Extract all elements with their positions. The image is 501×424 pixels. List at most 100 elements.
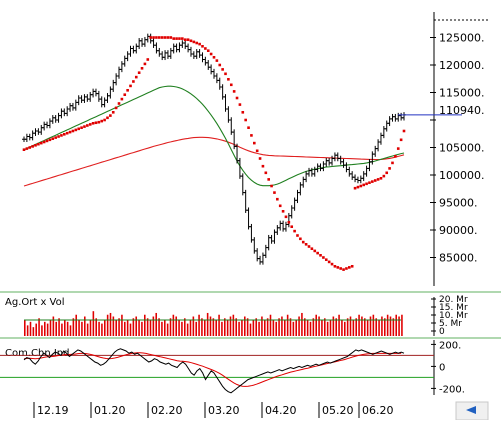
volume-bar (101, 323, 103, 336)
sar-dot (37, 142, 40, 146)
volume-bar (132, 318, 135, 336)
ohlc-bar (330, 155, 335, 166)
volume-bar (326, 321, 329, 336)
ohlc-bar (73, 99, 78, 111)
volume-bar (118, 318, 120, 336)
ohlc-bar (65, 106, 70, 117)
volume-bar (66, 321, 69, 336)
sar-dot (402, 129, 406, 133)
ohlc-bar (186, 43, 191, 53)
sar-dot (339, 267, 342, 270)
ohlc-bar (154, 42, 159, 54)
volume-bar (329, 320, 332, 336)
ohlc-bar (59, 108, 64, 119)
ohlc-bar (278, 220, 283, 231)
ohlc-bar (85, 94, 90, 102)
sar-dot (376, 178, 380, 181)
volume-bar (252, 320, 255, 336)
volume-label: Ag.Ort x Vol (5, 297, 65, 308)
ohlc-bar (33, 128, 38, 136)
volume-bar (235, 318, 237, 336)
price-tick-label: 95000. (439, 197, 478, 210)
volume-bar (364, 318, 366, 336)
volume-bar (138, 320, 140, 336)
ohlc-bar (96, 90, 101, 102)
oscillator-label: Com.Chn.Ind (5, 348, 70, 359)
sar-dot (114, 106, 118, 110)
sar-dot (71, 129, 75, 133)
volume-bar (155, 312, 157, 336)
sar-dot (330, 262, 334, 266)
sar-dot (345, 267, 348, 270)
ohlc-bar (338, 155, 343, 165)
sar-dot (39, 141, 43, 145)
sar-dot (301, 240, 305, 244)
sar-dot (126, 89, 129, 92)
volume-bar (229, 316, 232, 336)
x-tick-label: 02.20 (151, 404, 183, 417)
sar-dot (48, 138, 52, 142)
price-series-ma-long (23, 136, 405, 187)
ohlc-bar (327, 157, 332, 166)
volume-bar (144, 314, 146, 336)
ohlc-bar (292, 197, 297, 211)
oscillator-tick-label: -200. (439, 384, 465, 395)
sar-dot (371, 180, 374, 183)
ohlc-bar (45, 121, 50, 129)
sar-dot (235, 96, 239, 100)
volume-bar (258, 321, 260, 336)
sar-dot (212, 56, 216, 59)
volume-bar (346, 318, 349, 336)
volume-bar (284, 320, 286, 336)
sar-dot (227, 78, 230, 81)
price-tick-label: 115000. (439, 87, 485, 100)
sar-dot (206, 49, 210, 52)
ohlc-bar (209, 64, 214, 75)
ohlc-bar (289, 205, 294, 219)
ohlc-bar (151, 38, 156, 48)
sar-dot (83, 125, 86, 128)
price-tick-label: 120000. (439, 59, 485, 72)
sar-dot (278, 204, 282, 208)
sar-dot (319, 254, 322, 257)
ohlc-bar (263, 244, 268, 259)
volume-bar (232, 314, 235, 336)
oscillator-series-cci-signal (23, 352, 402, 387)
sar-dot (51, 137, 55, 140)
price-panel: 85000. 90000. 95000. 100000. 105000. 115000. 1… (0, 12, 501, 293)
volume-bar (58, 318, 60, 336)
volume-bar (338, 314, 340, 336)
sar-dot (224, 72, 227, 76)
ohlc-bar (50, 115, 55, 124)
sar-dot (247, 126, 250, 129)
volume-bar (84, 316, 86, 336)
volume-bar (324, 318, 326, 336)
volume-bar (238, 321, 240, 336)
ohlc-bar (180, 40, 185, 48)
ohlc-bar (281, 220, 286, 232)
ohlc-bar (188, 46, 193, 57)
volume-bar (266, 318, 269, 336)
sar-dot (241, 111, 245, 114)
sar-dot (270, 184, 273, 188)
sar-dot (175, 37, 178, 40)
volume-bar (72, 318, 75, 336)
sar-dot (146, 58, 150, 61)
ohlc-bar (243, 189, 248, 213)
sar-dot (192, 40, 196, 44)
ohlc-bar (70, 102, 75, 111)
sar-dot (327, 260, 331, 264)
sar-dot (91, 122, 95, 125)
volume-bar (375, 318, 377, 336)
volume-bar (315, 314, 317, 336)
x-tick-label: 06.20 (362, 404, 394, 417)
volume-bar (186, 323, 189, 336)
ohlc-bar (396, 112, 401, 122)
ohlc-bar (376, 139, 381, 152)
sar-dot (388, 167, 391, 170)
ohlc-bar (321, 161, 326, 172)
volume-bar (146, 318, 149, 336)
ohlc-bar (347, 166, 352, 177)
volume-bar (109, 312, 112, 336)
